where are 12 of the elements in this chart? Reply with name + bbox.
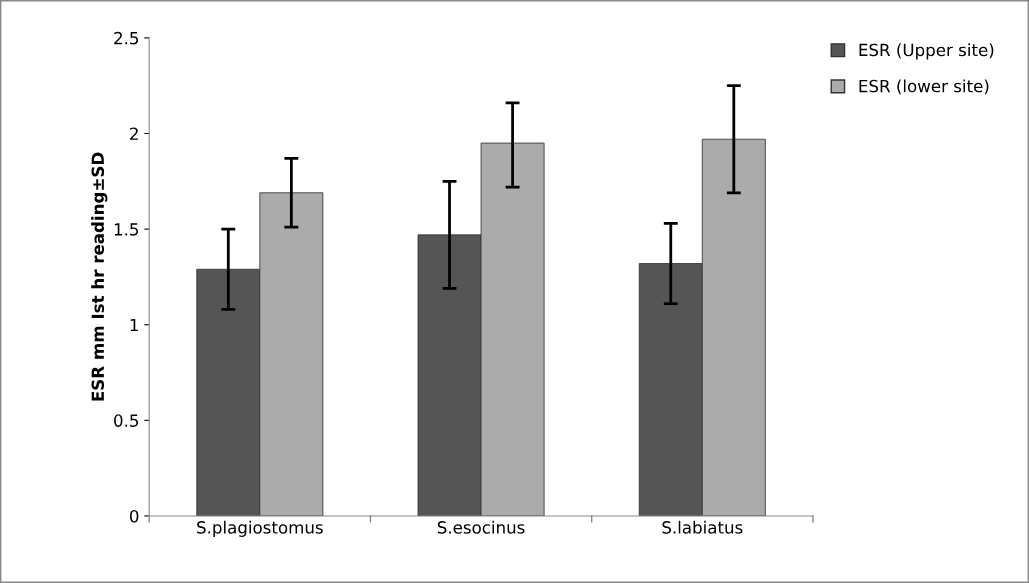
legend-label: ESR (lower site) (859, 79, 989, 95)
y-tick-label: 1.5 (114, 223, 139, 236)
x-tick-label: S.plagiostomus (197, 520, 323, 537)
y-tick-label: 0.5 (114, 414, 139, 427)
y-tick-label: 2.5 (114, 31, 139, 45)
legend-label: ESR (Upper site) (859, 43, 994, 60)
y-tick-label: 0 (129, 509, 139, 523)
y-tick-label: 2 (130, 127, 138, 140)
x-tick-label: S.esocinus (437, 520, 525, 534)
y-tick-label: 1 (130, 318, 138, 332)
y-axis-title: ESR mm Ist hr reading±SD (91, 152, 108, 401)
x-tick-label: S.labiatus (662, 520, 743, 534)
